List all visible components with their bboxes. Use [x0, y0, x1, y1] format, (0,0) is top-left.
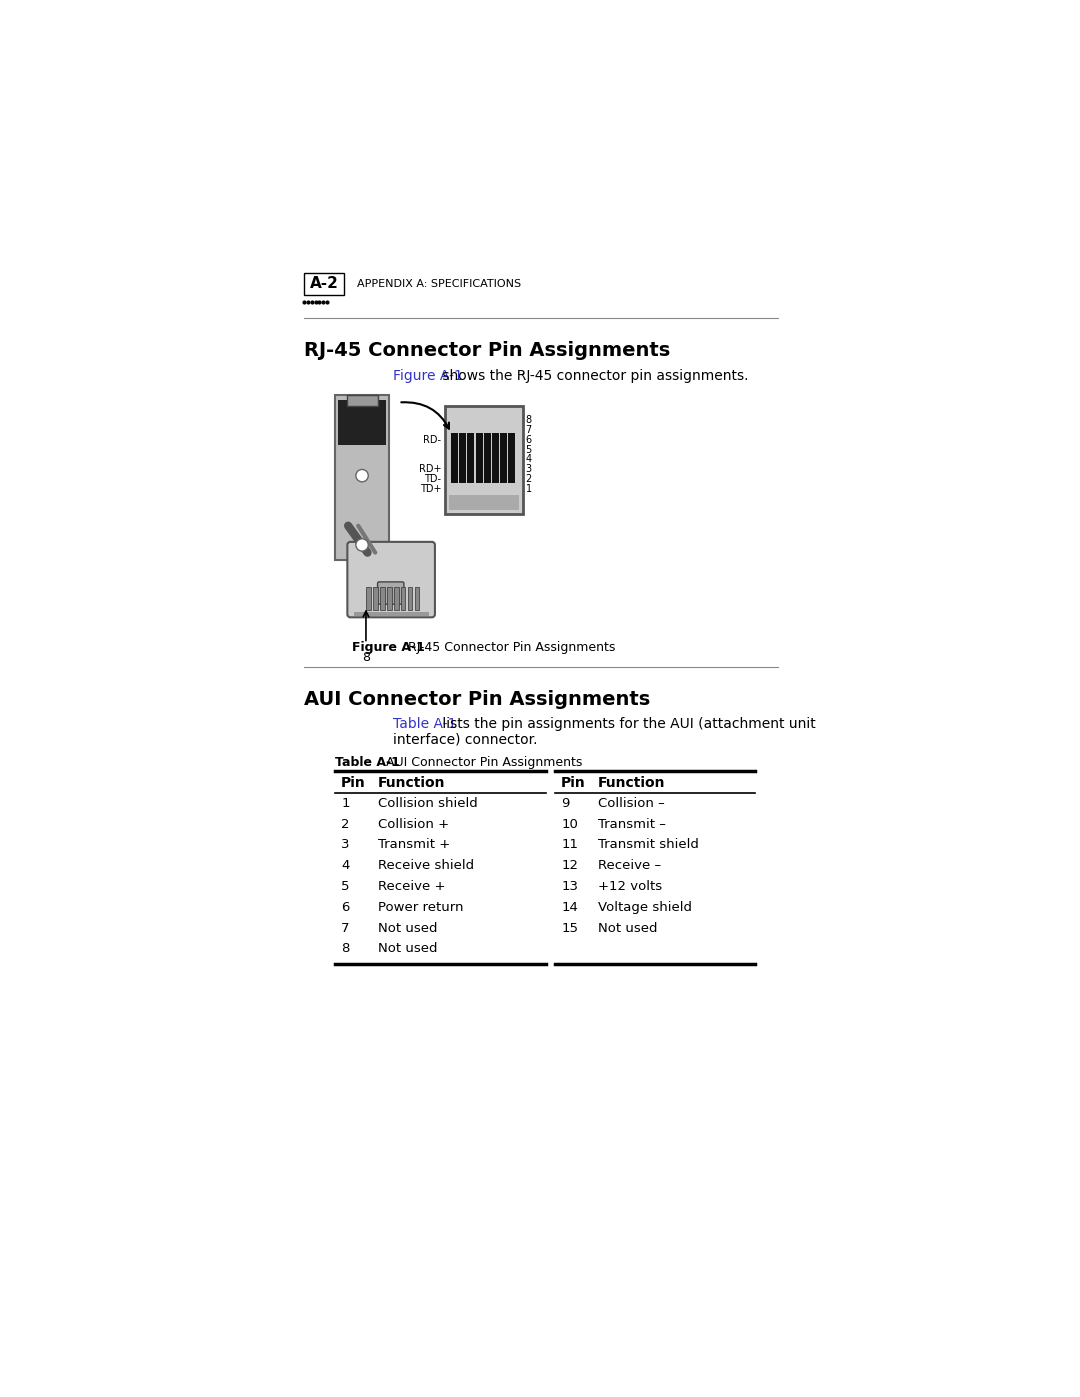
Text: 3: 3 — [526, 464, 531, 475]
FancyBboxPatch shape — [378, 583, 404, 605]
Text: RJ-45 Connector Pin Assignments: RJ-45 Connector Pin Assignments — [400, 641, 616, 654]
Text: Not used: Not used — [597, 922, 657, 935]
Text: 1: 1 — [341, 796, 350, 810]
Text: A-2: A-2 — [310, 277, 338, 292]
Bar — [380, 587, 384, 610]
Text: 15: 15 — [562, 922, 578, 935]
Bar — [401, 587, 405, 610]
Text: lists the pin assignments for the AUI (attachment unit: lists the pin assignments for the AUI (a… — [438, 718, 815, 732]
Bar — [394, 587, 399, 610]
FancyBboxPatch shape — [348, 542, 435, 617]
Text: 4: 4 — [526, 454, 531, 464]
Bar — [475, 433, 483, 483]
Text: 4: 4 — [341, 859, 350, 872]
Text: 5: 5 — [526, 444, 531, 454]
Text: Pin: Pin — [341, 775, 366, 789]
Text: 13: 13 — [562, 880, 578, 893]
Bar — [408, 587, 413, 610]
Text: Voltage shield: Voltage shield — [597, 901, 691, 914]
Text: Receive +: Receive + — [378, 880, 445, 893]
Circle shape — [356, 539, 368, 550]
Text: shows the RJ-45 connector pin assignments.: shows the RJ-45 connector pin assignment… — [438, 369, 748, 383]
Text: Function: Function — [378, 775, 445, 789]
Text: interface) connector.: interface) connector. — [393, 733, 538, 747]
Text: RJ-45 Connector Pin Assignments: RJ-45 Connector Pin Assignments — [303, 341, 671, 360]
Text: Transmit +: Transmit + — [378, 838, 450, 851]
Bar — [415, 587, 419, 610]
Text: 6: 6 — [526, 434, 531, 444]
Text: 11: 11 — [562, 838, 578, 851]
Text: Table A-1: Table A-1 — [335, 756, 400, 768]
Text: 8: 8 — [341, 943, 350, 956]
Bar — [509, 433, 515, 483]
Text: RD+: RD+ — [419, 464, 441, 475]
Text: +12 volts: +12 volts — [597, 880, 662, 893]
Bar — [449, 495, 518, 510]
Text: Not used: Not used — [378, 922, 437, 935]
Bar — [303, 274, 345, 295]
Text: Table A-1: Table A-1 — [393, 718, 457, 732]
Text: Figure A-1: Figure A-1 — [393, 369, 463, 383]
Bar — [366, 587, 370, 610]
Text: 7: 7 — [526, 425, 531, 434]
Text: APPENDIX A: SPECIFICATIONS: APPENDIX A: SPECIFICATIONS — [356, 279, 521, 289]
Text: 14: 14 — [562, 901, 578, 914]
Text: 8: 8 — [362, 651, 370, 664]
Text: Receive shield: Receive shield — [378, 859, 474, 872]
Text: 10: 10 — [562, 817, 578, 831]
Text: AUI Connector Pin Assignments: AUI Connector Pin Assignments — [303, 690, 650, 708]
Bar — [373, 587, 378, 610]
Text: 6: 6 — [341, 901, 350, 914]
Text: Collision +: Collision + — [378, 817, 448, 831]
Circle shape — [356, 469, 368, 482]
Text: 3: 3 — [341, 838, 350, 851]
Text: Figure A-1: Figure A-1 — [352, 641, 424, 654]
Text: 1: 1 — [526, 483, 531, 495]
Bar — [468, 433, 474, 483]
Text: Function: Function — [597, 775, 665, 789]
Bar — [459, 433, 467, 483]
Bar — [451, 433, 458, 483]
Text: TD+: TD+ — [420, 483, 441, 495]
Text: 7: 7 — [341, 922, 350, 935]
Text: 8: 8 — [526, 415, 531, 425]
Bar — [353, 612, 429, 616]
Text: RD-: RD- — [423, 434, 441, 444]
Text: 2: 2 — [526, 474, 531, 485]
Bar — [445, 407, 523, 514]
Text: 9: 9 — [562, 796, 569, 810]
Text: Transmit –: Transmit – — [597, 817, 665, 831]
Text: Not used: Not used — [378, 943, 437, 956]
Text: 2: 2 — [341, 817, 350, 831]
Bar — [500, 433, 507, 483]
Text: Pin: Pin — [562, 775, 586, 789]
Text: Receive –: Receive – — [597, 859, 661, 872]
Bar — [491, 433, 499, 483]
Bar — [335, 395, 389, 560]
Text: TD-: TD- — [424, 474, 441, 485]
Text: Collision –: Collision – — [597, 796, 664, 810]
Text: Power return: Power return — [378, 901, 463, 914]
Text: 12: 12 — [562, 859, 578, 872]
Text: AUI Connector Pin Assignments: AUI Connector Pin Assignments — [378, 756, 583, 768]
Text: Collision shield: Collision shield — [378, 796, 477, 810]
Text: Transmit shield: Transmit shield — [597, 838, 699, 851]
Bar — [484, 433, 490, 483]
Bar — [338, 400, 387, 444]
Bar — [387, 587, 392, 610]
Bar — [347, 395, 378, 407]
Text: 5: 5 — [341, 880, 350, 893]
